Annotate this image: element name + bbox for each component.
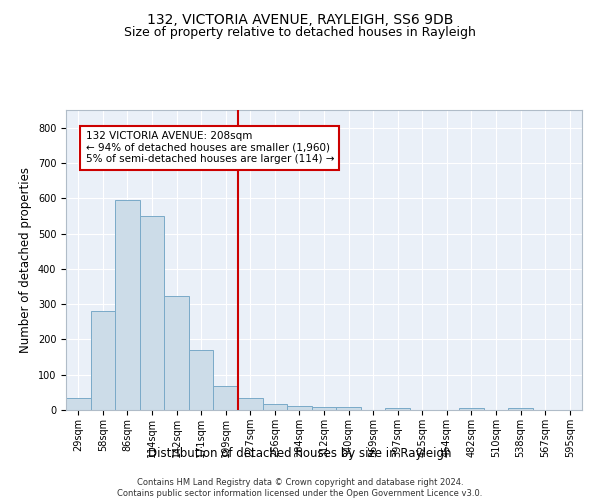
Text: 132 VICTORIA AVENUE: 208sqm
← 94% of detached houses are smaller (1,960)
5% of s: 132 VICTORIA AVENUE: 208sqm ← 94% of det… [86, 131, 334, 164]
Text: Distribution of detached houses by size in Rayleigh: Distribution of detached houses by size … [148, 448, 452, 460]
Bar [263, 404, 287, 410]
Bar [238, 398, 263, 410]
Bar [115, 200, 140, 410]
Bar [385, 408, 410, 410]
Bar [459, 408, 484, 410]
Bar [91, 311, 115, 410]
Bar [164, 296, 189, 410]
Bar [336, 407, 361, 410]
Y-axis label: Number of detached properties: Number of detached properties [19, 167, 32, 353]
Bar [140, 216, 164, 410]
Text: Size of property relative to detached houses in Rayleigh: Size of property relative to detached ho… [124, 26, 476, 39]
Text: 132, VICTORIA AVENUE, RAYLEIGH, SS6 9DB: 132, VICTORIA AVENUE, RAYLEIGH, SS6 9DB [147, 12, 453, 26]
Bar [312, 407, 336, 410]
Bar [214, 386, 238, 410]
Bar [287, 406, 312, 410]
Bar [508, 408, 533, 410]
Bar [66, 398, 91, 410]
Text: Contains HM Land Registry data © Crown copyright and database right 2024.
Contai: Contains HM Land Registry data © Crown c… [118, 478, 482, 498]
Bar [189, 350, 214, 410]
